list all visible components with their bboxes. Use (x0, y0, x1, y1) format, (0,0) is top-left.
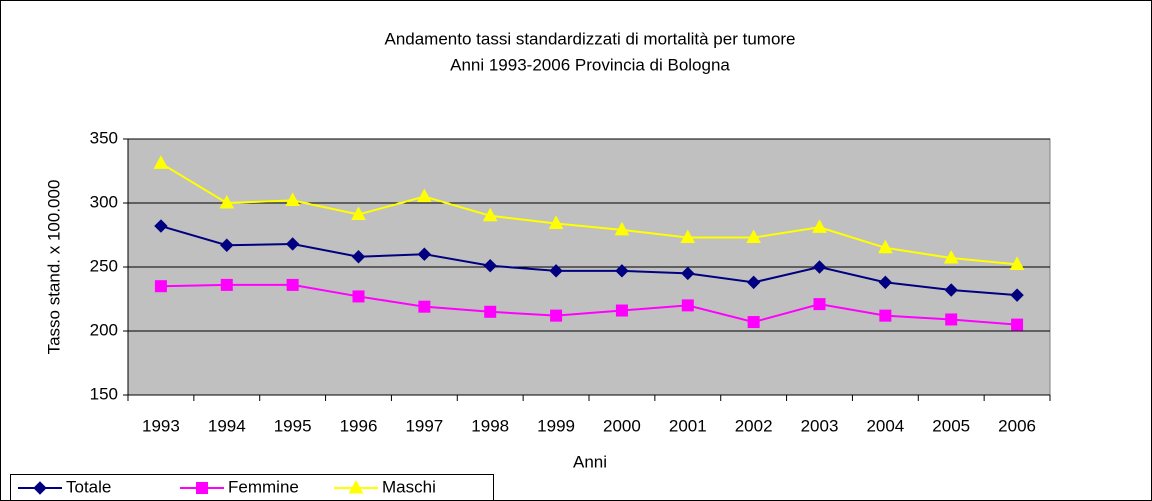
x-tick-label: 2005 (932, 416, 970, 435)
marker (418, 300, 431, 313)
x-tick-label: 2000 (603, 416, 641, 435)
series-line (160, 162, 1018, 266)
y-axis-label: Tasso stand. x 100.000 (44, 180, 63, 355)
marker (878, 275, 893, 290)
marker (615, 264, 629, 278)
marker (746, 229, 761, 244)
y-tick-label: 300 (90, 192, 118, 211)
marker (812, 260, 827, 274)
marker (483, 259, 497, 273)
marker (549, 264, 563, 278)
marker (615, 304, 628, 317)
y-tick-label: 250 (90, 256, 118, 275)
legend-label: Femmine (228, 477, 299, 496)
x-tick-label: 1993 (142, 416, 180, 435)
marker (614, 221, 630, 236)
marker (484, 305, 497, 318)
marker (154, 280, 167, 293)
marker (286, 278, 299, 291)
x-tick-label: 1997 (405, 416, 443, 435)
marker (352, 290, 365, 303)
marker (417, 188, 432, 203)
marker (812, 219, 827, 233)
legend-label: Totale (66, 477, 111, 496)
series-line (160, 283, 1018, 326)
chart-subtitle: Anni 1993-2006 Provincia di Bologna (450, 55, 730, 74)
marker (1011, 318, 1024, 331)
marker (33, 481, 47, 495)
marker (482, 207, 498, 222)
marker (878, 239, 893, 254)
marker (219, 194, 235, 209)
marker (945, 313, 958, 326)
x-axis-label: Anni (573, 452, 607, 471)
marker (351, 206, 366, 221)
x-tick-label: 1995 (274, 416, 312, 435)
marker (154, 219, 168, 233)
x-tick-label: 1994 (208, 416, 246, 435)
legend-label: Maschi (382, 477, 436, 496)
marker (746, 275, 761, 290)
x-tick-label: 2001 (669, 416, 707, 435)
marker (196, 482, 208, 494)
marker (153, 155, 169, 169)
marker (1010, 288, 1024, 302)
marker (879, 309, 892, 322)
marker (680, 229, 696, 244)
x-tick-label: 2003 (801, 416, 839, 435)
marker (747, 316, 760, 329)
marker (348, 479, 364, 494)
marker (813, 298, 826, 311)
x-tick-label: 2004 (866, 416, 904, 435)
x-tick-label: 1999 (537, 416, 575, 435)
series-line (160, 225, 1018, 297)
x-tick-label: 1996 (340, 416, 378, 435)
marker (285, 237, 300, 251)
marker (943, 249, 959, 264)
y-tick-label: 200 (90, 320, 118, 339)
marker (548, 215, 564, 229)
x-tick-label: 2006 (998, 416, 1036, 435)
marker (681, 299, 694, 312)
marker (944, 283, 958, 297)
chart-title: Andamento tassi standardizzati di mortal… (384, 29, 795, 48)
y-tick-label: 350 (90, 128, 118, 147)
marker (417, 247, 432, 261)
marker (681, 266, 695, 281)
marker (550, 309, 563, 322)
x-tick-label: 1998 (471, 416, 509, 435)
marker (1009, 256, 1025, 270)
marker (220, 278, 233, 291)
x-tick-label: 2002 (735, 416, 773, 435)
marker (285, 192, 300, 206)
marker (220, 238, 234, 252)
legend-box (10, 474, 494, 501)
marker (351, 250, 366, 264)
y-tick-label: 150 (90, 384, 118, 403)
